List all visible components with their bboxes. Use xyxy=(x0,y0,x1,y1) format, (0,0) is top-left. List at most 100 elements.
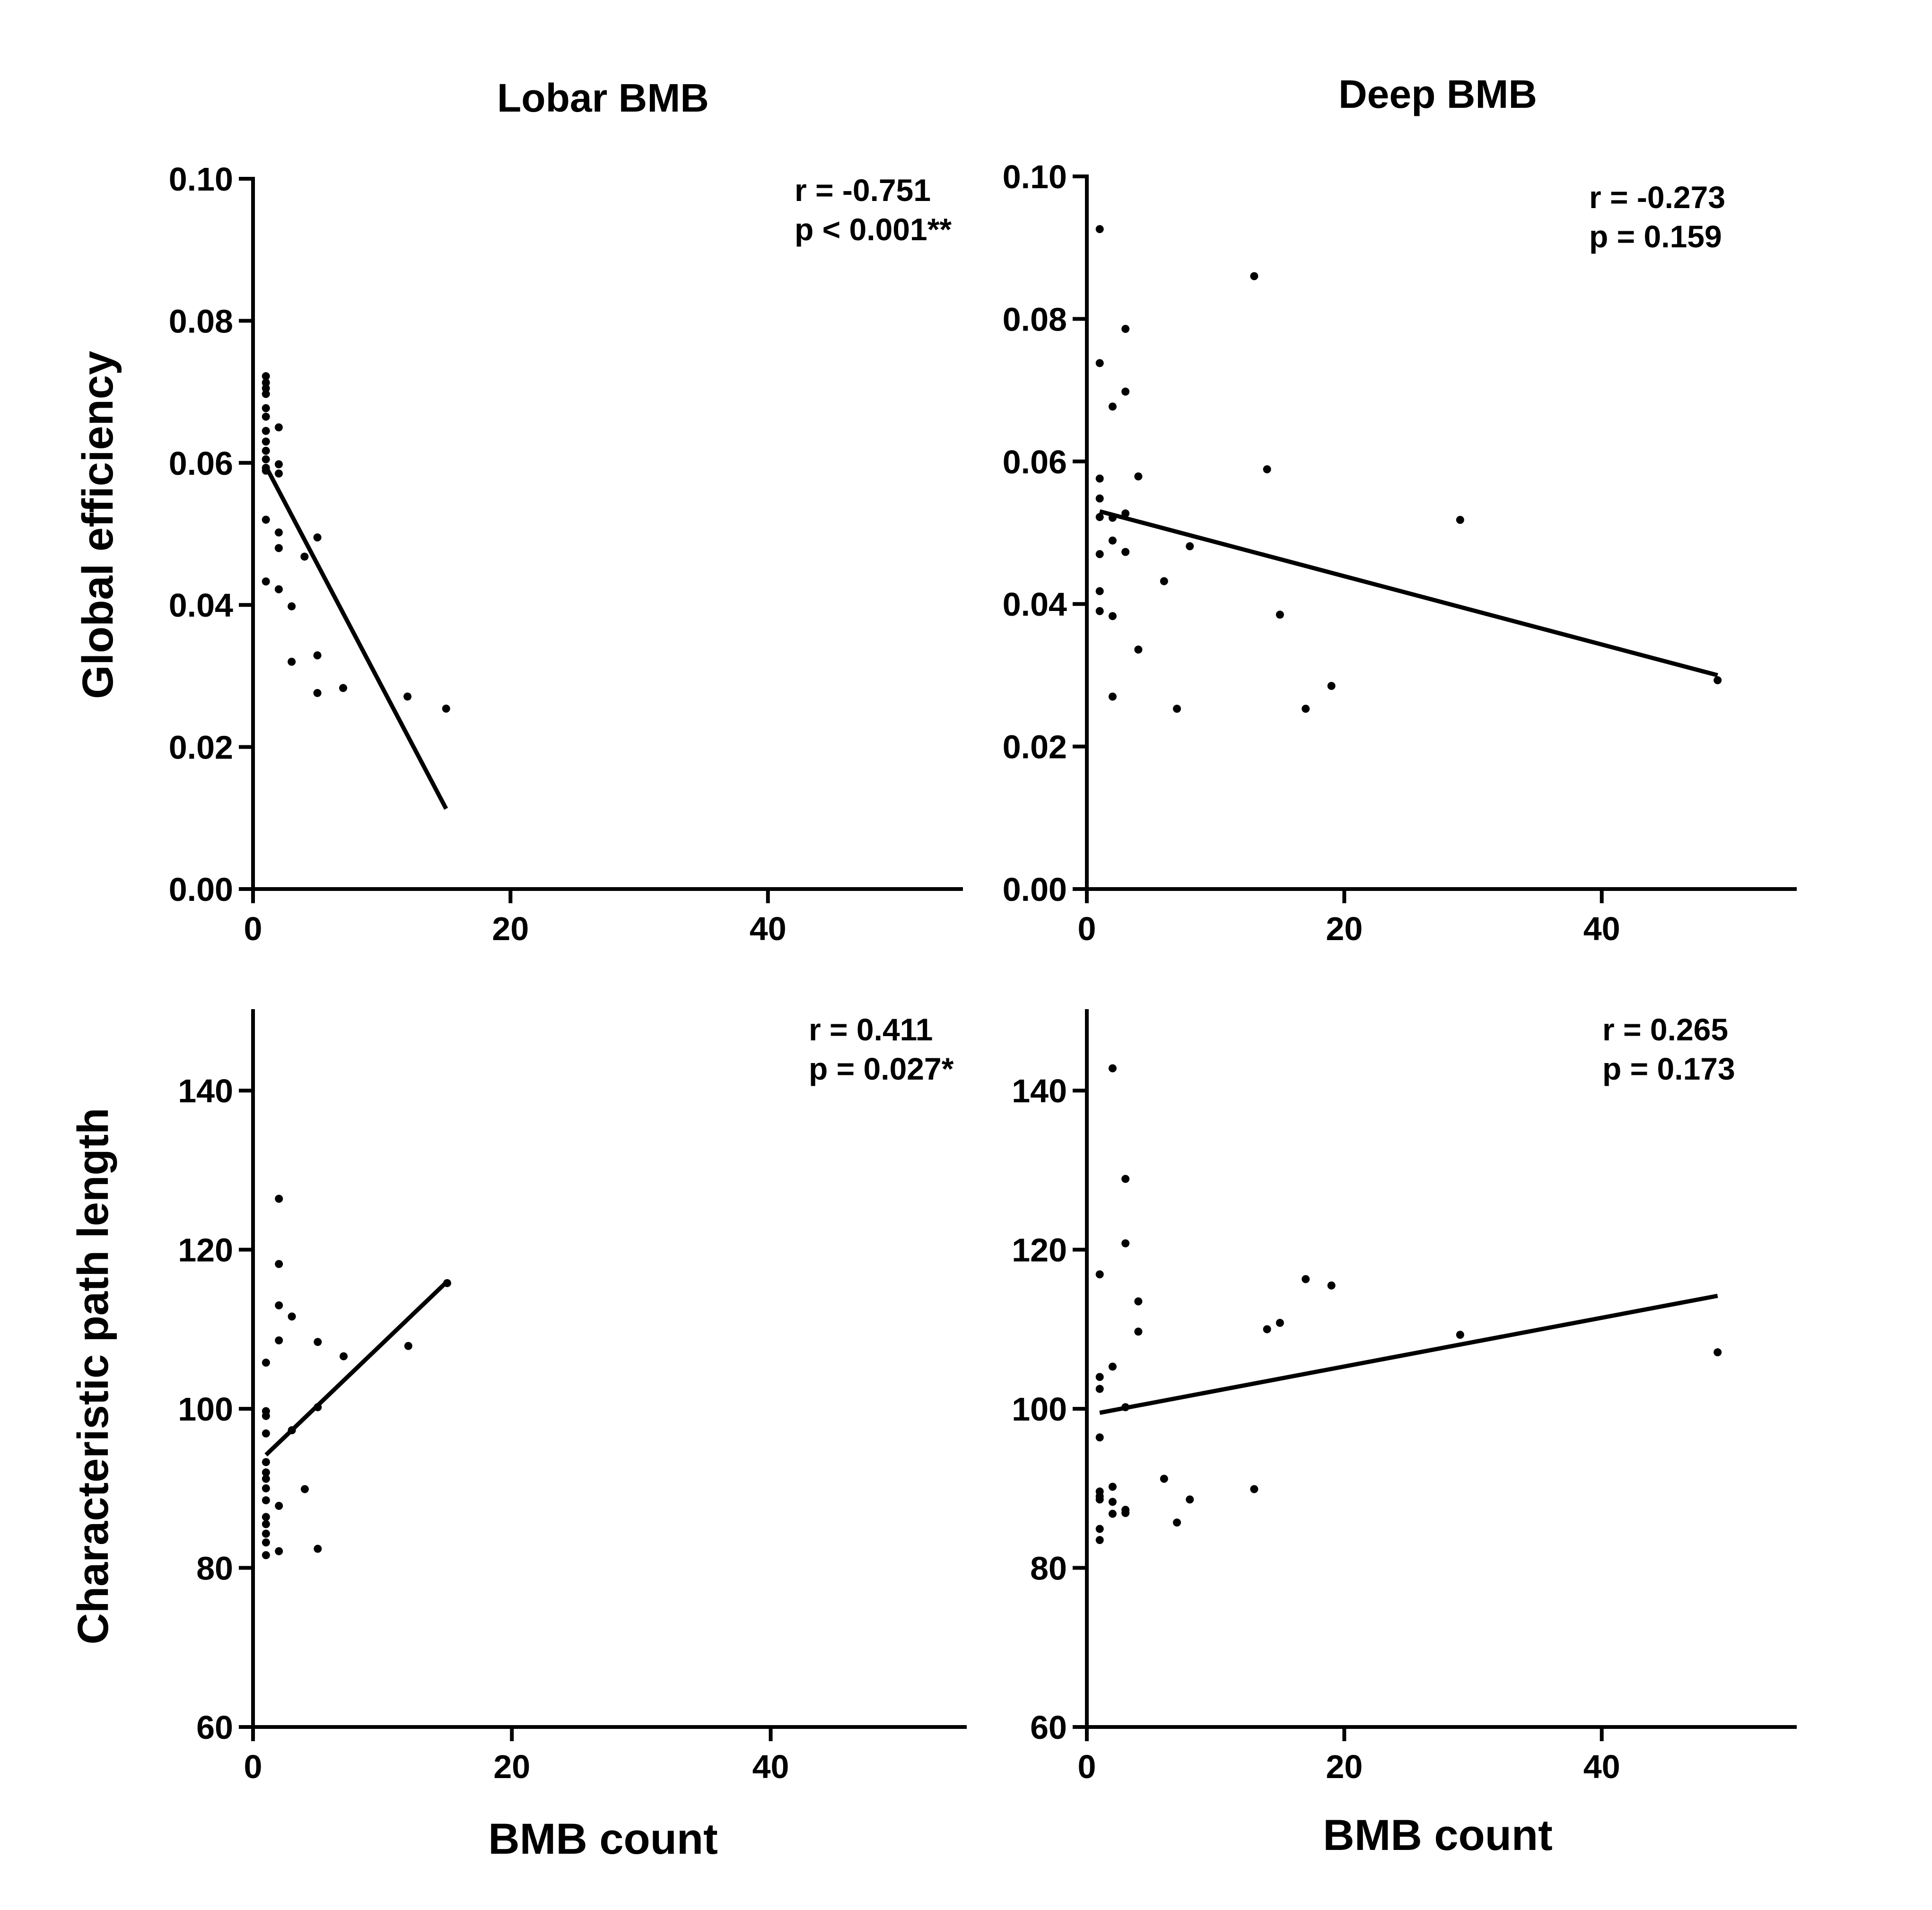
data-point xyxy=(1713,676,1722,684)
data-point xyxy=(1456,1331,1464,1339)
data-point xyxy=(262,378,270,387)
data-point xyxy=(274,528,283,537)
data-point xyxy=(1134,1297,1143,1306)
data-point xyxy=(288,1312,296,1321)
data-point xyxy=(262,1412,270,1420)
data-point xyxy=(262,412,270,421)
data-point xyxy=(262,1429,270,1438)
column-title-lobar: Lobar BMB xyxy=(497,76,709,120)
y-tick-label: 0.08 xyxy=(169,303,233,340)
data-point xyxy=(262,372,270,381)
y-tick-label: 0.06 xyxy=(1003,444,1067,480)
x-tick-label: 40 xyxy=(750,910,787,947)
data-point xyxy=(262,455,270,463)
data-point xyxy=(1186,542,1194,550)
regression-line xyxy=(264,1280,449,1456)
data-point xyxy=(313,689,322,697)
data-point xyxy=(1121,509,1130,518)
y-tick-label: 0.00 xyxy=(169,871,233,908)
data-point xyxy=(300,1485,309,1493)
panel-deep-global-efficiency: 0.00 0.02 0.04 0.06 0.08 0.10 0 20 40 r = -0.273 p… xyxy=(1003,158,1797,947)
data-point xyxy=(1121,387,1130,396)
column-title-deep: Deep BMB xyxy=(1338,72,1537,116)
data-point xyxy=(1095,359,1104,367)
data-point xyxy=(262,1538,270,1547)
data-point xyxy=(1134,645,1143,654)
data-point xyxy=(1456,515,1464,524)
data-point xyxy=(1108,692,1117,701)
data-point xyxy=(1134,1327,1143,1336)
data-point xyxy=(1173,705,1181,713)
data-point xyxy=(443,1279,451,1287)
data-point xyxy=(1276,611,1284,619)
data-point xyxy=(1095,1373,1104,1381)
x-tick-label: 20 xyxy=(1326,1748,1363,1785)
correlation-r-label: r = -0.751 xyxy=(795,173,931,208)
data-point xyxy=(262,446,270,455)
data-point xyxy=(262,1551,270,1560)
x-tick-label: 40 xyxy=(752,1748,789,1785)
regression-line xyxy=(1099,1293,1718,1415)
data-point xyxy=(1327,682,1336,690)
data-point xyxy=(1108,1498,1117,1506)
x-tick-label: 0 xyxy=(244,1748,262,1785)
data-point xyxy=(1302,1275,1310,1283)
data-point xyxy=(1095,474,1104,483)
y-tick-label: 60 xyxy=(196,1709,233,1746)
data-point xyxy=(1108,612,1117,620)
data-point xyxy=(1186,1495,1194,1504)
data-point xyxy=(339,684,348,692)
data-point xyxy=(1713,1348,1722,1357)
data-point xyxy=(275,1336,283,1344)
x-tick-label: 20 xyxy=(492,910,529,947)
y-tick-label: 0.08 xyxy=(1003,301,1067,338)
data-point xyxy=(1095,587,1104,595)
data-point xyxy=(262,404,270,412)
data-point xyxy=(1095,1525,1104,1533)
data-point xyxy=(262,1529,270,1538)
data-point xyxy=(300,552,309,561)
data-point xyxy=(262,1520,270,1528)
xlabel-deep: BMB count xyxy=(1323,1811,1552,1859)
data-point xyxy=(1160,577,1168,585)
data-point xyxy=(313,533,322,542)
data-point xyxy=(1095,1270,1104,1279)
data-point xyxy=(1108,1483,1117,1491)
data-point xyxy=(1173,1518,1181,1527)
y-tick-label: 120 xyxy=(1012,1232,1067,1269)
data-point xyxy=(404,1342,412,1350)
data-point xyxy=(313,651,322,660)
data-point xyxy=(1095,225,1104,234)
data-point xyxy=(262,1496,270,1505)
data-point xyxy=(1108,402,1117,411)
panel-deep-path-length: 60 80 100 120 140 0 20 40 r = 0.265 p = 0.173 xyxy=(1012,1009,1797,1785)
y-tick-label: 0.02 xyxy=(1003,729,1067,766)
y-tick-label: 0.04 xyxy=(169,587,233,624)
y-tick-label: 0.00 xyxy=(1003,871,1067,908)
data-point xyxy=(1121,1509,1130,1517)
p-value-label: p = 0.027* xyxy=(809,1051,954,1086)
data-point xyxy=(1095,550,1104,558)
data-point xyxy=(314,1338,322,1346)
data-point xyxy=(1121,1403,1130,1412)
data-point xyxy=(262,1468,270,1477)
data-point xyxy=(1095,1433,1104,1442)
regression-line xyxy=(1099,509,1718,678)
data-point xyxy=(1134,472,1143,480)
data-point xyxy=(1302,705,1310,713)
x-tick-label: 20 xyxy=(1326,910,1363,947)
ylabel-characteristic-path-length: Characteristic path length xyxy=(69,1108,117,1645)
regression-line xyxy=(264,465,448,810)
p-value-label: p = 0.173 xyxy=(1602,1051,1735,1086)
data-point xyxy=(1250,1485,1259,1493)
y-tick-label: 60 xyxy=(1030,1709,1067,1746)
data-point xyxy=(1121,1175,1130,1183)
y-tick-label: 140 xyxy=(1012,1073,1067,1109)
data-point xyxy=(274,460,283,469)
data-point xyxy=(262,384,270,392)
data-point xyxy=(288,602,296,611)
data-point xyxy=(262,515,270,524)
data-point xyxy=(1095,1536,1104,1544)
y-tick-label: 0.06 xyxy=(169,445,233,482)
data-point xyxy=(275,1301,283,1309)
